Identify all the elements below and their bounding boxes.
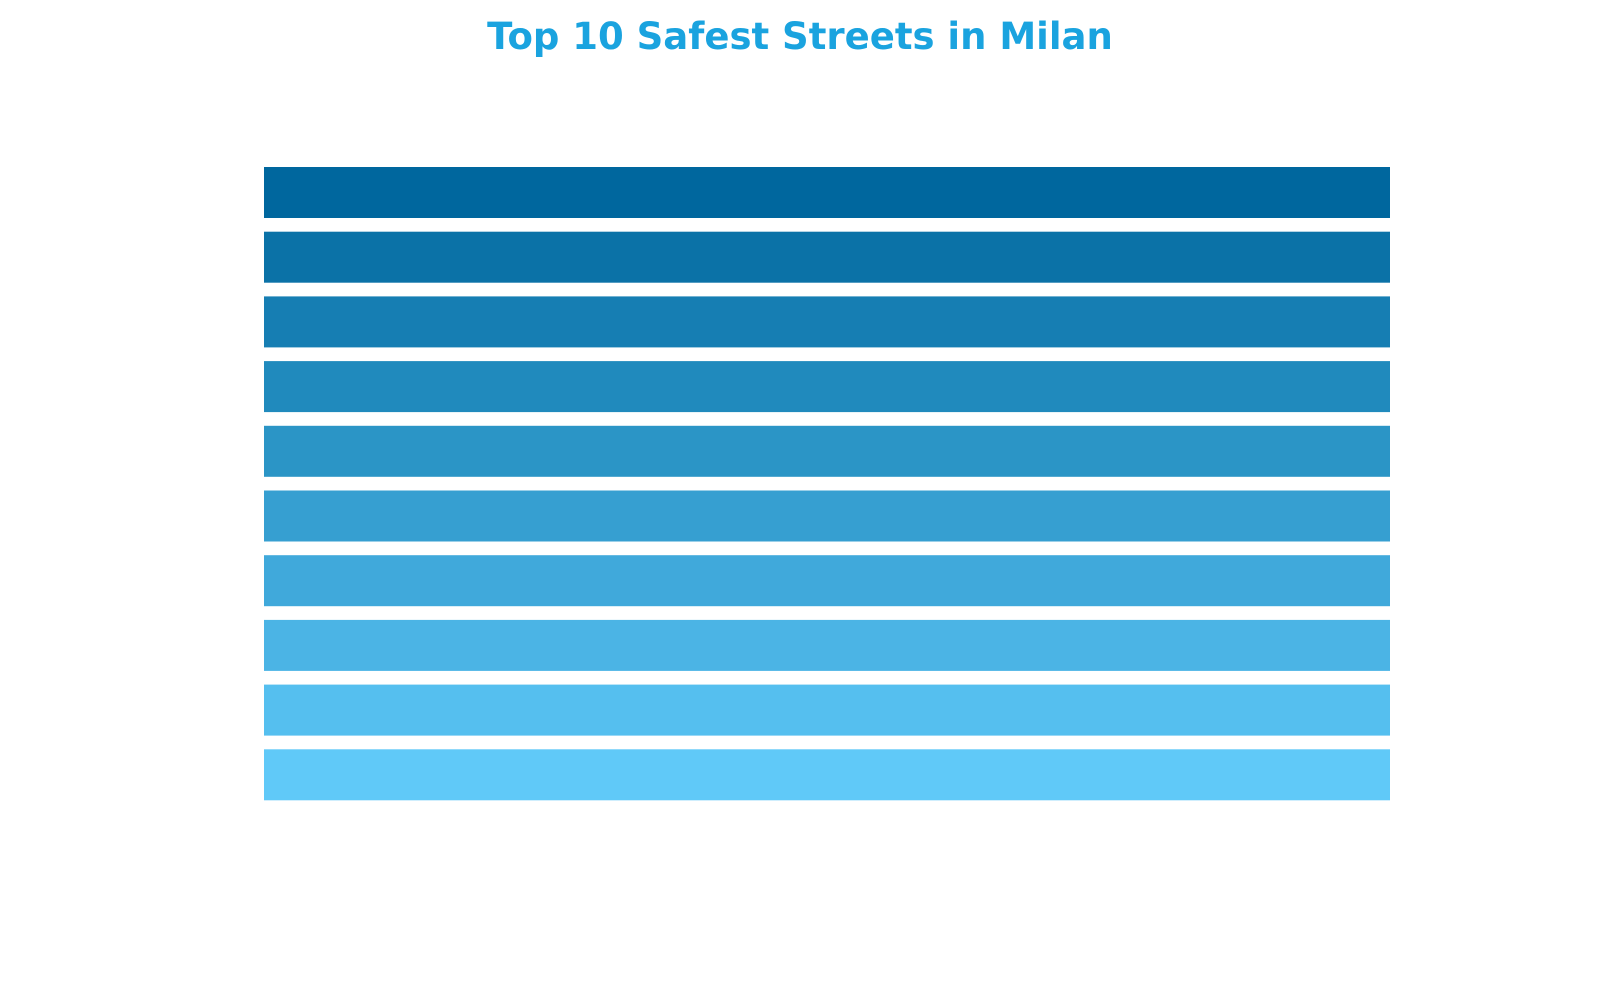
bar-9 <box>264 684 1390 736</box>
bar-8 <box>264 619 1390 671</box>
bar-7 <box>264 555 1390 607</box>
bar-2 <box>264 231 1390 283</box>
bar-1 <box>264 167 1390 218</box>
bar-5 <box>264 425 1390 477</box>
bars-group <box>264 167 1390 801</box>
bar-3 <box>264 296 1390 348</box>
bar-4 <box>264 361 1390 413</box>
bar-10 <box>264 749 1390 801</box>
bar-6 <box>264 490 1390 542</box>
chart-title: Top 10 Safest Streets in Milan <box>487 15 1113 58</box>
